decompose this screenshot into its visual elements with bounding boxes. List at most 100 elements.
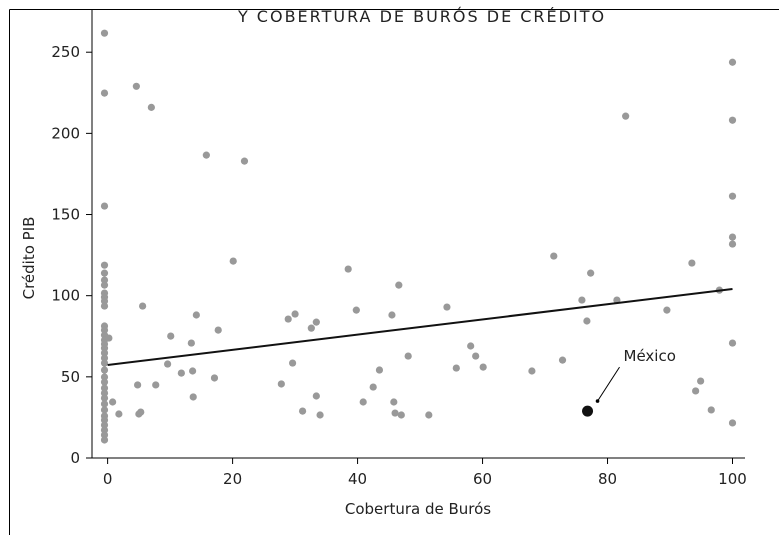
point [202,151,210,159]
point [583,317,591,325]
point [388,311,396,319]
x-tick-label: 100 [718,470,747,488]
point [167,332,175,340]
point [277,380,285,388]
point [452,364,460,372]
point [100,416,109,424]
x-tick-label: 20 [223,470,242,488]
highlight-point [582,405,594,417]
point [100,378,109,386]
point [344,265,352,273]
point [467,342,475,350]
x-tick-label: 40 [348,470,367,488]
trend-line [107,288,733,366]
point [395,281,403,289]
callout-line [597,366,620,402]
point [177,369,185,377]
y-tick-label: 100 [51,287,80,305]
point [152,381,160,389]
point [100,29,109,37]
point [100,384,109,392]
point [312,392,320,400]
point [284,315,292,323]
point [578,296,586,304]
point [134,381,142,389]
point [100,89,109,97]
point [135,410,143,418]
point [443,303,451,311]
point [728,240,737,248]
point [100,269,109,277]
point [100,261,109,269]
point [369,383,377,391]
point [558,356,567,364]
point [707,406,715,414]
point [100,349,109,357]
point [692,387,700,395]
y-tick-label: 50 [61,368,80,386]
point [147,103,155,111]
point [472,352,480,360]
point [390,398,398,406]
callout-dot [595,399,600,403]
point [316,411,324,419]
point [100,354,109,362]
point [189,393,197,401]
point [404,352,412,360]
point [100,431,109,439]
point [109,398,117,406]
point [100,359,109,367]
point [397,411,405,419]
point [728,339,737,347]
point [697,377,705,385]
point [550,252,558,260]
point [164,360,172,368]
point [100,406,109,414]
point [728,58,737,66]
point [307,324,315,332]
point [240,157,249,165]
point [100,389,109,397]
point [728,233,737,241]
point [100,281,109,289]
point [312,318,320,326]
point [139,302,147,310]
point [359,398,367,406]
point [115,410,123,418]
point [587,269,595,277]
point [425,411,433,419]
point [375,366,384,374]
point [298,407,307,415]
point [100,326,109,334]
point [100,373,109,381]
point [688,259,696,267]
point [100,394,109,402]
point [100,202,109,210]
point [622,112,630,120]
point [214,326,222,334]
point [100,366,109,374]
highlight-label: México [624,347,676,365]
point [352,306,360,314]
point [100,302,109,310]
y-tick-label: 200 [51,124,80,142]
point [100,297,109,305]
point [100,400,109,408]
point [192,311,200,319]
point [728,192,737,200]
y-tick-label: 0 [70,449,80,467]
point [728,116,737,124]
point [187,339,195,347]
point [100,421,109,429]
point [189,367,197,375]
point [391,409,399,417]
point [105,334,113,342]
point [132,82,140,90]
y-tick-label: 250 [51,43,80,61]
x-tick-label: 0 [103,470,113,488]
chart-title: Y COBERTURA DE BURÓS DE CRÉDITO [237,7,606,26]
x-axis-label: Cobertura de Burós [345,500,491,518]
point [288,359,297,367]
point [100,436,109,444]
